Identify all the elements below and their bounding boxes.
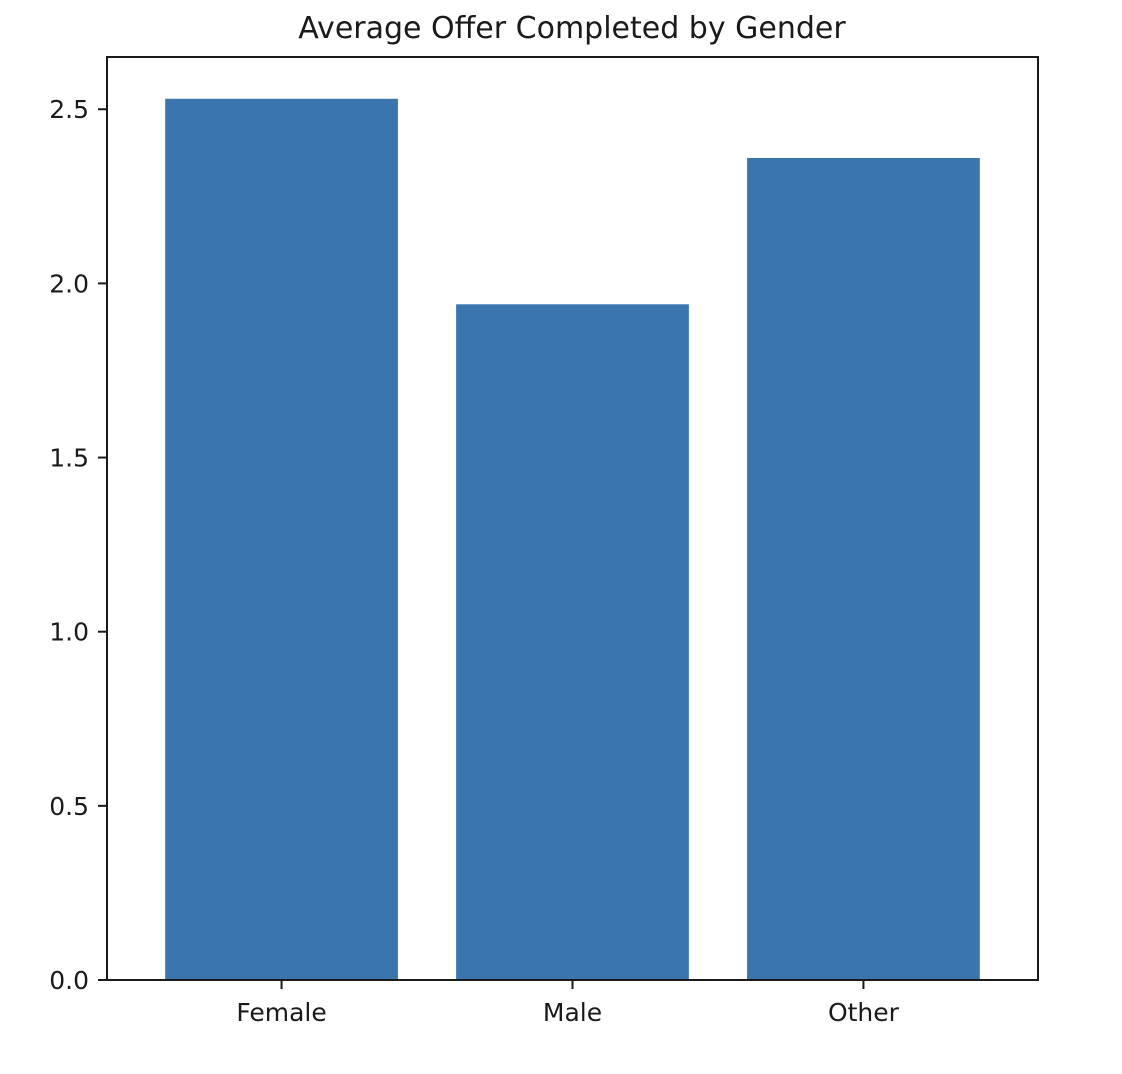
- y-tick-label: 1.0: [49, 618, 89, 647]
- y-tick-label: 0.5: [49, 792, 89, 821]
- y-axis: 0.0 0.5 1.0 1.5 2.0 2.5: [49, 95, 107, 995]
- y-tick-label: 2.5: [49, 95, 89, 124]
- y-tick-label: 1.5: [49, 444, 89, 473]
- chart-title: Average Offer Completed by Gender: [298, 11, 846, 46]
- x-tick-label-female: Female: [236, 998, 326, 1027]
- bar-other: [747, 158, 980, 980]
- bar-male: [456, 304, 689, 981]
- x-tick-label-other: Other: [828, 998, 900, 1027]
- y-tick-label: 2.0: [49, 269, 89, 298]
- x-tick-label-male: Male: [543, 998, 602, 1027]
- x-axis: Female Male Other: [236, 980, 900, 1027]
- bar-female: [165, 98, 398, 981]
- bars-group: [165, 98, 980, 981]
- y-tick-label: 0.0: [49, 966, 89, 995]
- plot-frame: [106, 56, 1039, 981]
